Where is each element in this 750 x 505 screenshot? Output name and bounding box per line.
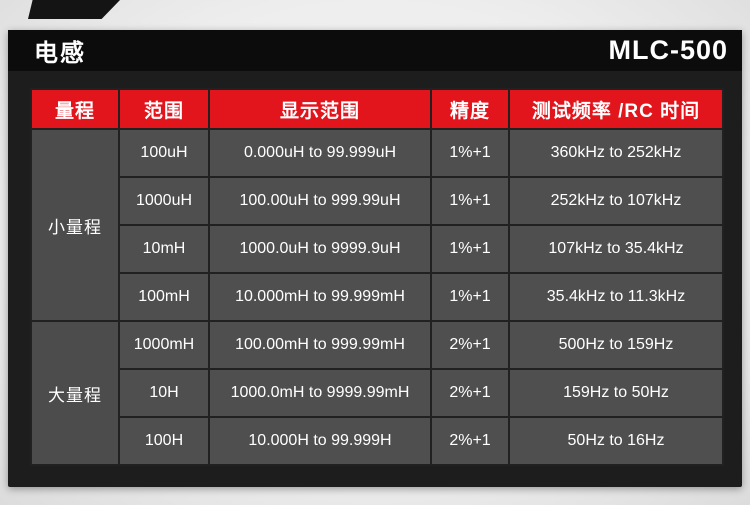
top-tab-decoration <box>28 0 120 19</box>
cell-frequency: 107kHz to 35.4kHz <box>508 224 724 274</box>
inductance-spec-panel: 电感 MLC-500 量程 范围 显示范围 精度 测试频率 /RC 时间 小量程… <box>8 30 742 487</box>
cell-accuracy: 1%+1 <box>430 176 510 226</box>
cell-accuracy: 1%+1 <box>430 224 510 274</box>
cell-display-range: 10.000mH to 99.999mH <box>208 272 432 322</box>
table-row: 大量程 1000mH 100.00mH to 999.99mH 2%+1 500… <box>30 320 724 466</box>
table-row: 1000uH 100.00uH to 999.99uH 1%+1 252kHz … <box>31 176 724 226</box>
table-row: 100H 10.000H to 99.999H 2%+1 50Hz to 16H… <box>31 416 724 466</box>
table-container: 量程 范围 显示范围 精度 测试频率 /RC 时间 小量程 100uH 0.00… <box>8 71 742 482</box>
page-title: 电感 <box>34 40 86 67</box>
group-label-large-range: 大量程 <box>30 320 120 466</box>
cell-display-range: 0.000uH to 99.999uH <box>208 128 432 178</box>
cell-display-range: 1000.0uH to 9999.9uH <box>208 224 432 274</box>
col-header-accuracy: 精度 <box>430 88 510 130</box>
cell-frequency: 159Hz to 50Hz <box>508 368 724 418</box>
col-header-range-group: 量程 <box>30 88 120 130</box>
cell-range: 1000mH <box>118 320 210 370</box>
cell-range: 100mH <box>118 272 210 322</box>
cell-range: 100H <box>118 416 210 466</box>
group-label-small-range: 小量程 <box>30 128 120 322</box>
cell-accuracy: 2%+1 <box>430 416 510 466</box>
col-header-test-frequency: 测试频率 /RC 时间 <box>508 88 724 130</box>
cell-range: 100uH <box>118 128 210 178</box>
cell-accuracy: 2%+1 <box>430 320 510 370</box>
cell-range: 10H <box>118 368 210 418</box>
cell-accuracy: 2%+1 <box>430 368 510 418</box>
table-row: 100mH 10.000mH to 99.999mH 1%+1 35.4kHz … <box>31 272 724 322</box>
model-number: MLC-500 <box>608 35 728 65</box>
cell-frequency: 252kHz to 107kHz <box>508 176 724 226</box>
cell-frequency: 50Hz to 16Hz <box>508 416 724 466</box>
cell-accuracy: 1%+1 <box>430 128 510 178</box>
cell-frequency: 35.4kHz to 11.3kHz <box>508 272 724 322</box>
table-row: 10mH 1000.0uH to 9999.9uH 1%+1 107kHz to… <box>31 224 724 274</box>
col-header-display-range: 显示范围 <box>208 88 432 130</box>
cell-range: 10mH <box>118 224 210 274</box>
spec-table: 量程 范围 显示范围 精度 测试频率 /RC 时间 小量程 100uH 0.00… <box>30 88 724 466</box>
table-row: 小量程 100uH 0.000uH to 99.999uH 1%+1 360kH… <box>30 128 724 322</box>
cell-display-range: 100.00uH to 999.99uH <box>208 176 432 226</box>
table-header-row: 量程 范围 显示范围 精度 测试频率 /RC 时间 <box>30 88 724 130</box>
cell-frequency: 500Hz to 159Hz <box>508 320 724 370</box>
table-row: 10H 1000.0mH to 9999.99mH 2%+1 159Hz to … <box>31 368 724 418</box>
cell-display-range: 1000.0mH to 9999.99mH <box>208 368 432 418</box>
cell-display-range: 100.00mH to 999.99mH <box>208 320 432 370</box>
cell-frequency: 360kHz to 252kHz <box>508 128 724 178</box>
title-bar: 电感 MLC-500 <box>8 30 742 71</box>
cell-display-range: 10.000H to 99.999H <box>208 416 432 466</box>
col-header-range: 范围 <box>118 88 210 130</box>
cell-range: 1000uH <box>118 176 210 226</box>
cell-accuracy: 1%+1 <box>430 272 510 322</box>
